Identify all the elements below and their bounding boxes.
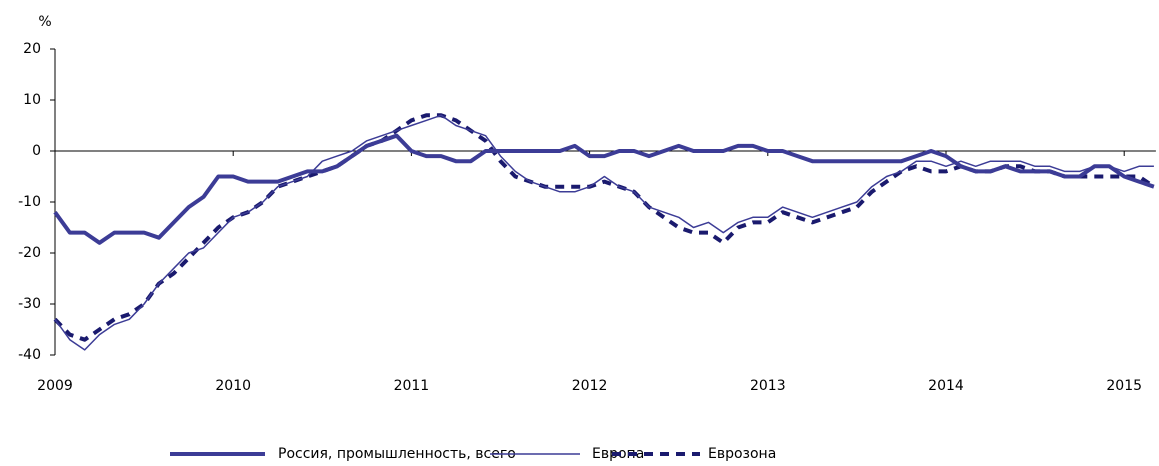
x-tick-label: 2011 [394, 378, 430, 394]
x-tick-label: 2014 [928, 378, 964, 394]
y-tick-label: -10 [18, 194, 41, 210]
x-tick-label: 2015 [1106, 378, 1142, 394]
y-tick-label: 10 [23, 92, 41, 108]
x-tick-label: 2010 [215, 378, 251, 394]
y-tick-label: -30 [18, 296, 41, 312]
y-axis-label: % [38, 14, 51, 30]
y-tick-label: 20 [23, 41, 41, 57]
x-tick-label: 2009 [37, 378, 73, 394]
y-tick-label: -20 [18, 245, 41, 261]
series-line [53, 113, 1156, 342]
series-line [54, 114, 1154, 351]
legend-label: Россия, промышленность, всего [278, 446, 516, 462]
series-line [53, 133, 1155, 245]
y-tick-label: -40 [18, 347, 41, 363]
y-tick-label: 0 [32, 143, 41, 159]
x-tick-label: 2012 [572, 378, 608, 394]
x-tick-label: 2013 [750, 378, 786, 394]
legend-label: Еврозона [708, 446, 776, 462]
